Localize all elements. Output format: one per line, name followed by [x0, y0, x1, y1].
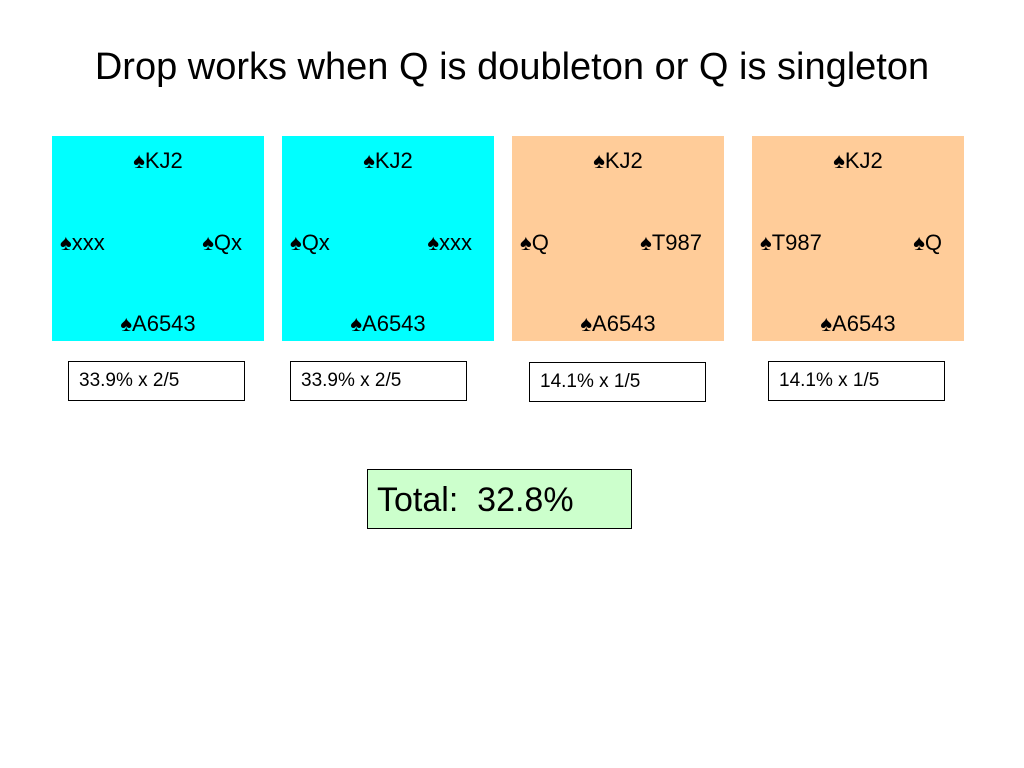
north-hand: ♠KJ2 — [593, 148, 643, 173]
probability-calc-box: 33.9% x 2/5 — [68, 361, 245, 401]
south-hand: ♠A6543 — [120, 311, 196, 336]
deal-diagram-xxx-qx: ♠KJ2 ♠xxx ♠Qx ♠A6543 — [52, 136, 264, 341]
east-hand: ♠Qx — [202, 230, 242, 255]
east-hand: ♠xxx — [427, 230, 472, 255]
south-hand: ♠A6543 — [820, 311, 896, 336]
south-hand: ♠A6543 — [580, 311, 656, 336]
north-hand: ♠KJ2 — [833, 148, 883, 173]
west-hand: ♠T987 — [760, 230, 822, 255]
deal-diagram-q-t987: ♠KJ2 ♠Q ♠T987 ♠A6543 — [512, 136, 724, 341]
probability-calc-box: 14.1% x 1/5 — [768, 361, 945, 401]
probability-calc-box: 14.1% x 1/5 — [529, 362, 706, 402]
east-hand: ♠T987 — [640, 230, 702, 255]
probability-calc-box: 33.9% x 2/5 — [290, 361, 467, 401]
west-hand: ♠Qx — [290, 230, 330, 255]
deal-diagram-t987-q: ♠KJ2 ♠T987 ♠Q ♠A6543 — [752, 136, 964, 341]
north-hand: ♠KJ2 — [363, 148, 413, 173]
east-hand: ♠Q — [913, 230, 942, 255]
west-hand: ♠Q — [520, 230, 549, 255]
total-probability-box: Total: 32.8% — [367, 469, 632, 529]
deal-diagram-qx-xxx: ♠KJ2 ♠Qx ♠xxx ♠A6543 — [282, 136, 494, 341]
south-hand: ♠A6543 — [350, 311, 426, 336]
north-hand: ♠KJ2 — [133, 148, 183, 173]
west-hand: ♠xxx — [60, 230, 105, 255]
slide-title: Drop works when Q is doubleton or Q is s… — [94, 46, 930, 88]
